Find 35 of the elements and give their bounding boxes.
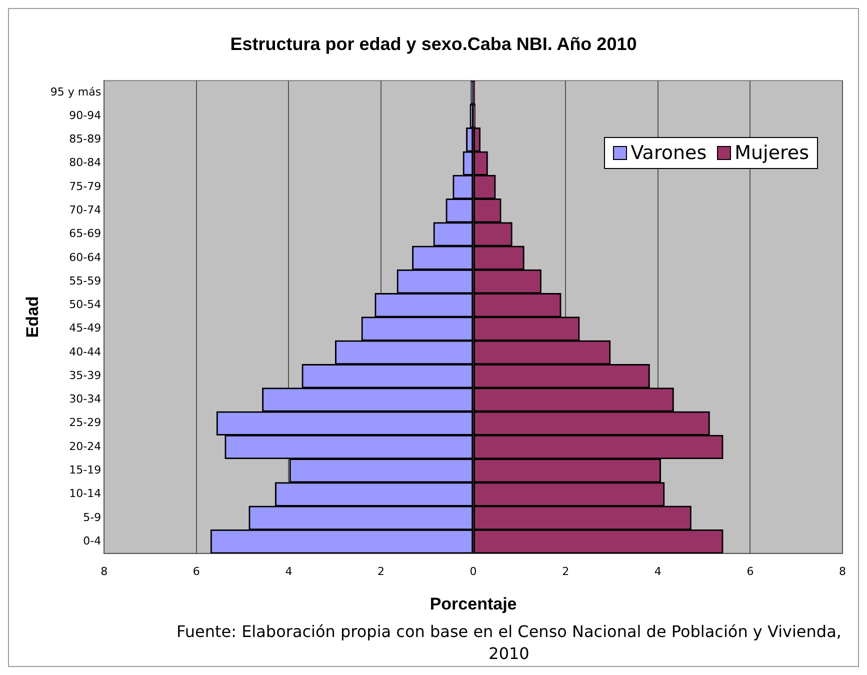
y-tick-label: 15-19 xyxy=(69,464,102,477)
legend-label: Varones xyxy=(630,142,707,164)
y-tick-label: 80-84 xyxy=(69,156,102,170)
y-tick-label: 40-44 xyxy=(69,345,102,358)
y-tick-label: 65-69 xyxy=(69,227,102,240)
x-tick-label: 2 xyxy=(562,564,570,578)
x-tick-label: 6 xyxy=(746,564,754,578)
source-note: Fuente: Elaboración propia con base en el Censo Nacional de Población y Vivienda, 2010 xyxy=(176,621,842,665)
y-tick-label: 5-9 xyxy=(83,510,102,524)
y-tick-label: 60-64 xyxy=(69,250,102,264)
y-tick-label: 0-4 xyxy=(83,534,102,548)
x-tick-label: 8 xyxy=(839,564,846,578)
y-tick-label: 50-54 xyxy=(69,298,102,312)
y-tick-label: 85-89 xyxy=(69,132,102,146)
y-tick-label: 35-39 xyxy=(69,368,102,382)
x-tick-label: 8 xyxy=(100,564,108,578)
x-axis-title: Porcentaje xyxy=(430,594,517,614)
x-tick-label: 4 xyxy=(285,564,292,578)
x-tick-label: 4 xyxy=(654,564,662,578)
y-tick-label: 10-14 xyxy=(69,487,102,500)
y-tick-label: 90-94 xyxy=(69,108,102,122)
y-axis-title: Edad xyxy=(22,296,42,338)
x-tick-label: 2 xyxy=(377,564,384,578)
legend-label: Mujeres xyxy=(734,142,809,164)
y-tick-label: 45-49 xyxy=(69,322,102,335)
y-tick-label: 95 y más xyxy=(50,85,102,98)
y-tick-label: 25-29 xyxy=(69,416,102,430)
x-tick-label: 0 xyxy=(470,564,477,578)
y-tick-label: 70-74 xyxy=(69,203,102,216)
y-tick-label: 55-59 xyxy=(69,274,102,288)
chart-title: Estructura por edad y sexo.Caba NBI. Año 2010 xyxy=(230,34,637,54)
y-tick-label: 20-24 xyxy=(69,440,102,453)
y-tick-label: 30-34 xyxy=(69,392,102,406)
y-tick-label: 75-79 xyxy=(69,180,102,193)
x-tick-label: 6 xyxy=(192,564,200,578)
